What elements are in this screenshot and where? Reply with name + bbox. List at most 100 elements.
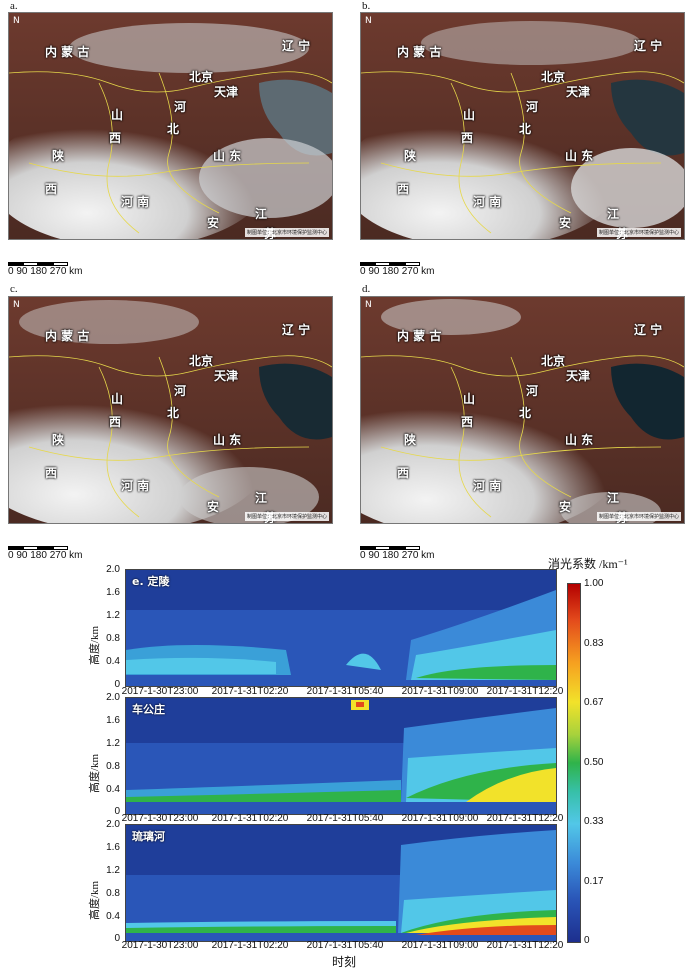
colorbar-tick: 1.00 — [584, 578, 604, 589]
label-xi: 西 — [461, 415, 474, 429]
north-arrow-icon: N — [13, 16, 20, 26]
x-tick: 2017-1-31T02:20 — [211, 813, 289, 824]
label-xi: 西 — [109, 131, 122, 145]
colorbar-tick: 0.83 — [584, 638, 604, 649]
label-shan: 山 — [111, 108, 124, 122]
label-neimenggu: 内 蒙 古 — [45, 45, 90, 59]
label-tianjin: 天津 — [214, 85, 239, 99]
y-tick: 1.2 — [106, 738, 120, 749]
label-henan: 河 南 — [473, 479, 502, 493]
colorbar — [567, 583, 581, 943]
lidar-image — [126, 570, 556, 686]
north-arrow-icon: N — [13, 300, 20, 310]
label-bei: 北 — [519, 122, 532, 136]
x-tick: 2017-1-31T12:20 — [486, 940, 564, 951]
scale-bar — [360, 546, 420, 550]
colorbar-title: 消光系数 /km⁻¹ — [548, 557, 628, 571]
label-bei: 北 — [167, 122, 180, 136]
label-shaan: 陕 — [404, 149, 417, 163]
label-shan: 山 — [463, 108, 476, 122]
y-tick: 0.8 — [106, 633, 120, 644]
label-he: 河 — [526, 384, 539, 398]
label-an: 安 — [207, 216, 220, 230]
label-shandong: 山 东 — [565, 149, 594, 163]
x-tick: 2017-1-31T12:20 — [486, 686, 564, 697]
y-tick: 0 — [114, 679, 120, 690]
y-tick: 1.6 — [106, 842, 120, 853]
label-he: 河 — [526, 100, 539, 114]
scale-bar — [360, 262, 420, 266]
lidar-panel-liulihe: 琉璃河 — [125, 824, 557, 942]
label-jiang: 江 — [255, 207, 268, 221]
label-jiang: 江 — [607, 207, 620, 221]
label-beijing: 北京 — [189, 70, 214, 84]
scale-text: 0 90 180 270 km — [8, 266, 83, 277]
label-bei: 北 — [519, 406, 532, 420]
scale-text: 0 90 180 270 km — [8, 550, 83, 561]
scale-text: 0 90 180 270 km — [360, 266, 435, 277]
x-tick: 2017-1-31T02:20 — [211, 686, 289, 697]
y-tick: 1.2 — [106, 610, 120, 621]
y-tick: 0.4 — [106, 656, 120, 667]
x-tick: 2017-1-31T12:20 — [486, 813, 564, 824]
station-label: 琉璃河 — [132, 830, 165, 843]
y-tick: 0.4 — [106, 911, 120, 922]
label-shandong: 山 东 — [565, 433, 594, 447]
label-henan: 河 南 — [473, 195, 502, 209]
label-an: 安 — [207, 500, 220, 514]
label-jiang: 江 — [255, 491, 268, 505]
scale-bar — [8, 262, 68, 266]
label-he: 河 — [174, 384, 187, 398]
label-tianjin: 天津 — [566, 85, 591, 99]
label-an: 安 — [559, 216, 572, 230]
lidar-image — [126, 698, 556, 814]
x-tick: 2017-1-30T23:00 — [121, 813, 199, 824]
label-bei: 北 — [167, 406, 180, 420]
x-tick: 2017-1-31T05:40 — [306, 686, 384, 697]
label-liaoning: 辽 宁 — [634, 39, 663, 53]
lidar-panel-chegongzhuang: 车公庄 — [125, 697, 557, 815]
label-xi: 西 — [461, 131, 474, 145]
map-image — [361, 297, 684, 523]
map-image — [9, 13, 332, 239]
label-xi2: 西 — [397, 466, 410, 480]
label-shan: 山 — [111, 392, 124, 406]
colorbar-tick: 0.33 — [584, 816, 604, 827]
label-beijing: 北京 — [541, 354, 566, 368]
map-credit: 制图单位：北京市环境保护监测中心 — [244, 228, 329, 237]
label-shaan: 陕 — [404, 433, 417, 447]
station-label: e. 定陵 — [132, 575, 170, 588]
north-arrow-icon: N — [365, 16, 372, 26]
north-arrow-icon: N — [365, 300, 372, 310]
label-liaoning: 辽 宁 — [634, 323, 663, 337]
scale-bar — [8, 546, 68, 550]
label-tianjin: 天津 — [214, 369, 239, 383]
station-label: 车公庄 — [132, 703, 165, 716]
y-tick: 2.0 — [106, 692, 120, 703]
map-credit: 制图单位：北京市环境保护监测中心 — [244, 512, 329, 521]
x-tick: 2017-1-31T05:40 — [306, 813, 384, 824]
label-henan: 河 南 — [121, 479, 150, 493]
label-tianjin: 天津 — [566, 369, 591, 383]
x-tick: 2017-1-31T02:20 — [211, 940, 289, 951]
label-liaoning: 辽 宁 — [282, 39, 311, 53]
y-tick: 0 — [114, 933, 120, 944]
x-tick: 2017-1-31T05:40 — [306, 940, 384, 951]
satellite-map-b: N 内 蒙 古 辽 宁 北京 天津 山 西 河 北 山 东 陕 西 河 南 安 … — [360, 12, 685, 240]
colorbar-tick: 0.67 — [584, 697, 604, 708]
label-beijing: 北京 — [541, 70, 566, 84]
label-shaan: 陕 — [52, 433, 65, 447]
x-axis-label: 时刻 — [332, 955, 357, 969]
y-tick: 1.6 — [106, 587, 120, 598]
label-neimenggu: 内 蒙 古 — [397, 329, 442, 343]
y-tick: 2.0 — [106, 564, 120, 575]
panel-letter-c: c. — [10, 283, 18, 295]
panel-letter-d: d. — [362, 283, 371, 295]
label-xi2: 西 — [45, 466, 58, 480]
panel-letter-a: a. — [10, 0, 18, 12]
label-xi: 西 — [109, 415, 122, 429]
label-xi2: 西 — [397, 182, 410, 196]
label-xi2: 西 — [45, 182, 58, 196]
x-tick: 2017-1-30T23:00 — [121, 940, 199, 951]
label-beijing: 北京 — [189, 354, 214, 368]
